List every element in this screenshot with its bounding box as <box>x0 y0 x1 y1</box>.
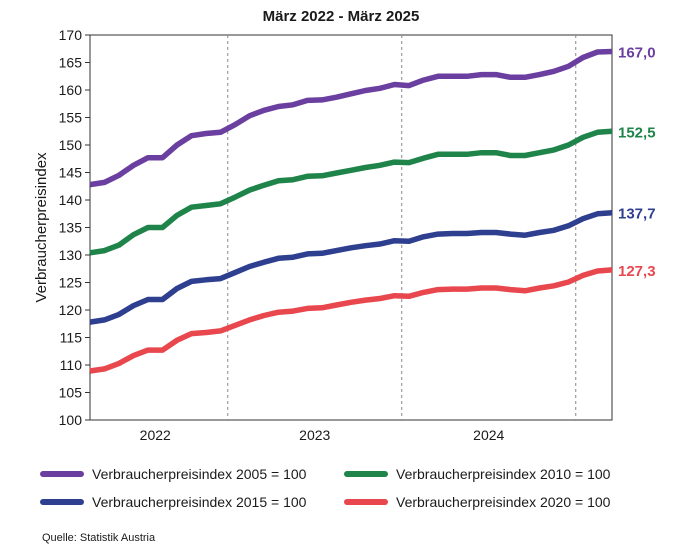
y-tick-label: 160 <box>59 82 83 98</box>
source-note: Quelle: Statistik Austria <box>42 532 156 544</box>
legend-label-2010: Verbraucherpreisindex 2010 = 100 <box>396 466 611 482</box>
y-tick-label: 130 <box>59 247 83 263</box>
y-tick-label: 105 <box>59 385 83 401</box>
legend-label-2020: Verbraucherpreisindex 2020 = 100 <box>396 494 611 510</box>
y-tick-label: 155 <box>59 110 83 126</box>
legend-swatch-2020 <box>344 499 388 505</box>
x-year-label: 2024 <box>473 427 504 443</box>
legend-swatch-2010 <box>344 471 388 477</box>
y-tick-label: 165 <box>59 55 83 71</box>
legend-label-2015: Verbraucherpreisindex 2015 = 100 <box>92 494 307 510</box>
y-axis-title: Verbraucherpreisindex <box>33 152 50 303</box>
y-tick-label: 135 <box>59 220 83 236</box>
y-tick-label: 170 <box>59 27 83 43</box>
x-year-label: 2022 <box>140 427 171 443</box>
legend-item-2015: Verbraucherpreisindex 2015 = 100 <box>40 494 306 510</box>
y-tick-label: 125 <box>59 275 83 291</box>
y-tick-label: 120 <box>59 302 83 318</box>
legend-item-2020: Verbraucherpreisindex 2020 = 100 <box>344 494 610 510</box>
series-line-1 <box>89 128 613 256</box>
y-tick-label: 150 <box>59 137 83 153</box>
x-year-label: 2023 <box>299 427 330 443</box>
series-line-2 <box>89 209 613 325</box>
y-tick-label: 140 <box>59 192 83 208</box>
y-tick-label: 145 <box>59 165 83 181</box>
chart-title: März 2022 - März 2025 <box>262 8 420 25</box>
legend-swatch-2015 <box>40 499 84 505</box>
series-end-label-3: 127,3 <box>618 263 656 280</box>
legend-label-2005: Verbraucherpreisindex 2005 = 100 <box>92 466 307 482</box>
series-line-3 <box>89 267 613 374</box>
chart-legend: Verbraucherpreisindex 2005 = 100 Verbrau… <box>40 466 640 516</box>
y-tick-label: 110 <box>60 357 83 373</box>
y-tick-label: 115 <box>60 330 83 346</box>
series-end-label-1: 152,5 <box>618 124 656 141</box>
series-line-0 <box>89 48 613 188</box>
series-end-label-0: 167,0 <box>618 45 656 62</box>
legend-swatch-2005 <box>40 471 84 477</box>
y-tick-label: 100 <box>59 412 83 428</box>
legend-item-2005: Verbraucherpreisindex 2005 = 100 <box>40 466 306 482</box>
series-end-label-2: 137,7 <box>618 206 656 223</box>
legend-item-2010: Verbraucherpreisindex 2010 = 100 <box>344 466 610 482</box>
